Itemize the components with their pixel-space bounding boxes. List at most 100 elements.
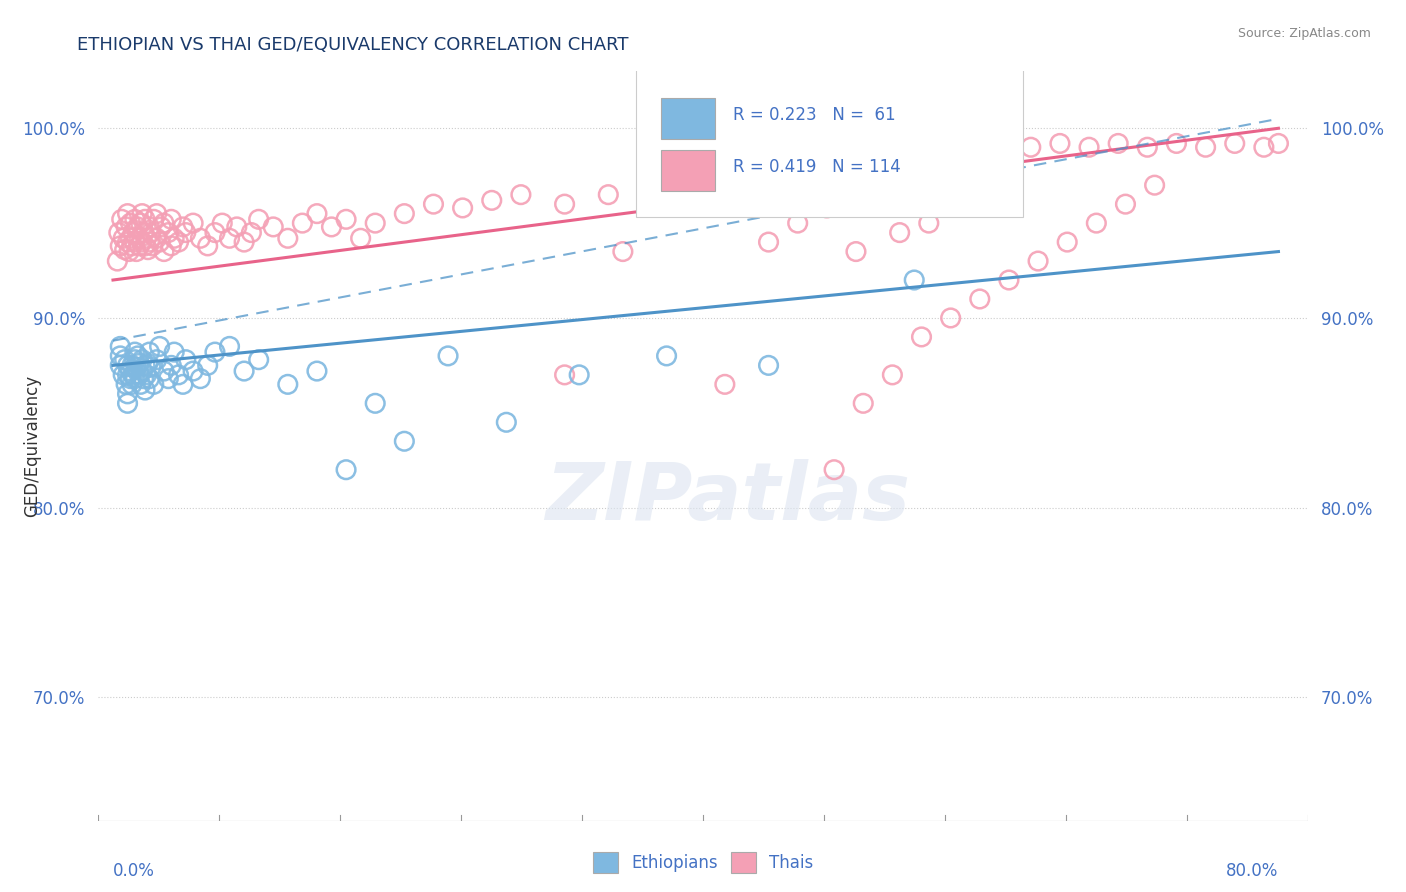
Point [105,254,128,268]
Text: R = 0.223   N =  61: R = 0.223 N = 61 [734,106,896,124]
Point [108,226,131,240]
Point [181,364,204,378]
Point [138,219,160,234]
Point [110,349,132,363]
Text: R = 0.419   N = 114: R = 0.419 N = 114 [734,158,901,177]
Point [118,244,141,259]
Point [172,377,194,392]
Point [117,359,139,373]
Point [262,219,284,234]
Point [1166,136,1188,151]
Point [125,360,148,375]
Point [1107,136,1129,151]
Point [655,349,678,363]
Point [129,377,152,392]
Point [509,187,531,202]
Point [823,463,845,477]
Point [190,372,212,386]
Point [291,216,314,230]
Text: ZIPatlas: ZIPatlas [544,459,910,538]
FancyBboxPatch shape [661,150,716,191]
FancyBboxPatch shape [637,56,1024,218]
Point [1223,136,1246,151]
Point [135,368,157,382]
Point [139,226,162,240]
Point [852,396,875,410]
Point [124,352,146,367]
Point [1253,140,1275,154]
Point [233,235,256,249]
Point [115,219,138,234]
Point [134,212,156,227]
Point [121,377,143,392]
Point [157,372,180,386]
Point [233,364,256,378]
Point [163,345,186,359]
Point [134,239,156,253]
Point [190,231,212,245]
Point [142,212,165,227]
Point [786,216,808,230]
Point [1026,254,1049,268]
Point [128,368,150,382]
Point [277,231,299,245]
Point [174,352,197,367]
Point [1267,136,1289,151]
Point [969,292,991,306]
Point [150,219,173,234]
Point [124,372,146,386]
Point [815,163,838,178]
Point [204,226,226,240]
Point [145,231,167,245]
Point [110,339,132,353]
Point [138,372,160,386]
Point [139,360,162,375]
Legend: Ethiopians, Thais: Ethiopians, Thais [586,846,820,880]
Point [859,159,882,173]
Text: Source: ZipAtlas.com: Source: ZipAtlas.com [1237,27,1371,40]
Point [153,216,176,230]
Point [714,377,737,392]
Point [1056,235,1078,249]
Point [335,463,357,477]
Point [115,377,138,392]
Point [153,364,176,378]
Point [127,349,149,363]
Point [132,226,155,240]
Point [364,216,387,230]
Point [122,226,145,240]
Point [160,359,183,373]
Point [481,194,503,208]
Point [120,372,142,386]
Point [131,235,153,249]
Point [240,226,263,240]
Point [114,243,136,257]
Text: ETHIOPIAN VS THAI GED/EQUIVALENCY CORRELATION CHART: ETHIOPIAN VS THAI GED/EQUIVALENCY CORREL… [77,36,628,54]
Point [197,359,219,373]
Point [136,356,159,370]
Point [160,212,183,227]
Point [134,359,156,373]
Point [437,349,460,363]
Point [889,226,911,240]
Point [204,345,226,359]
Point [983,187,1005,202]
Point [247,212,270,227]
Point [127,219,149,234]
Point [422,197,444,211]
Point [138,235,160,249]
Point [211,216,233,230]
Point [131,352,153,367]
Point [128,231,150,245]
Point [946,150,969,164]
Point [121,239,143,253]
Point [110,359,132,373]
Point [142,377,165,392]
Point [111,212,134,227]
Point [815,201,838,215]
Point [114,352,136,367]
Point [149,235,172,249]
Point [903,273,925,287]
Point [554,197,576,211]
Text: 80.0%: 80.0% [1226,863,1278,880]
